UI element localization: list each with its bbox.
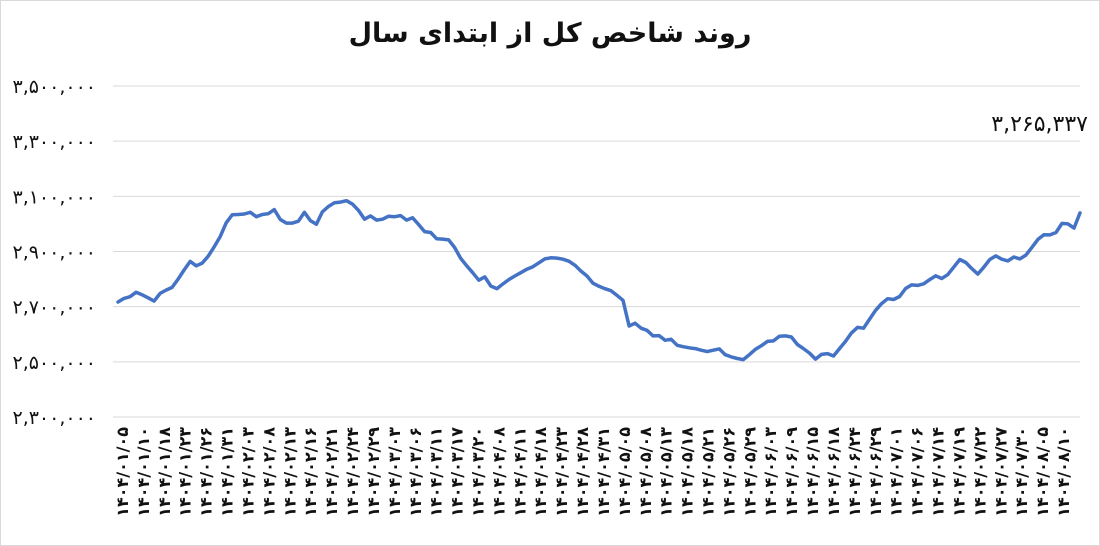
x-tick-label: ۱۴۰۴/۰۵/۲۱ <box>699 427 718 517</box>
x-tick-label: ۱۴۰۴/۰۶/۰۹ <box>782 427 801 517</box>
x-tick-label: ۱۴۰۴/۰۵/۱۸ <box>678 427 697 517</box>
x-tick-label: ۱۴۰۴/۰۱/۰۵ <box>113 427 132 517</box>
x-tick-label: ۱۴۰۴/۰۷/۲۷ <box>991 427 1010 517</box>
x-tick-label: ۱۴۰۴/۰۳/۲۰ <box>468 427 487 517</box>
x-tick-label: ۱۴۰۴/۰۶/۲۹ <box>866 427 885 517</box>
x-tick-label: ۱۴۰۴/۰۵/۰۵ <box>615 427 634 517</box>
x-tick-label: ۱۴۰۴/۰۱/۲۳ <box>176 427 195 517</box>
x-tick-label: ۱۴۰۴/۰۱/۳۱ <box>218 427 237 517</box>
x-tick-label: ۱۴۰۴/۰۵/۲۹ <box>740 427 759 517</box>
series-line <box>116 198 1082 362</box>
y-tick-label: ۳,۱۰۰,۰۰۰ <box>12 186 96 208</box>
x-tick-label: ۱۴۰۴/۰۲/۲۴ <box>343 427 362 517</box>
x-tick-label: ۱۴۰۴/۰۱/۲۶ <box>197 427 216 517</box>
x-tick-label: ۱۴۰۴/۰۴/۲۳ <box>552 427 571 517</box>
x-tick-label: ۱۴۰۴/۰۴/۰۸ <box>489 427 508 517</box>
x-tick-label: ۱۴۰۴/۰۷/۲۲ <box>970 427 989 517</box>
chart-title: روند شاخص کل از ابتدای سال <box>348 18 752 49</box>
x-tick-label: ۱۴۰۴/۰۷/۱۴ <box>929 427 948 517</box>
x-tick-label: ۱۴۰۴/۰۳/۰۳ <box>385 427 404 517</box>
x-tick-label: ۱۴۰۴/۰۱/۱۸ <box>155 427 174 517</box>
y-tick-label: ۳,۵۰۰,۰۰۰ <box>12 76 96 98</box>
x-tick-label: ۱۴۰۴/۰۲/۰۳ <box>238 427 257 517</box>
x-tick-label: ۱۴۰۴/۰۷/۱۹ <box>949 427 968 517</box>
x-tick-label: ۱۴۰۴/۰۷/۰۶ <box>908 427 927 517</box>
x-axis-tick-labels: ۱۴۰۴/۰۱/۰۵ ۱۴۰۴/۰۱/۱۰ ۱۴۰۴/۰۱/۱۸ ۱۴۰۴/۰۱/۲۳… <box>113 427 1073 517</box>
y-tick-label: ۲,۹۰۰,۰۰۰ <box>12 242 96 264</box>
data-labels: ۳,۲۶۵,۳۳۷ <box>991 112 1088 137</box>
x-tick-label: ۱۴۰۴/۰۵/۱۳ <box>657 427 676 517</box>
y-tick-label: ۲,۵۰۰,۰۰۰ <box>12 352 96 374</box>
y-tick-label: ۲,۳۰۰,۰۰۰ <box>12 407 96 429</box>
x-tick-label: ۱۴۰۴/۰۳/۱۷ <box>448 427 467 517</box>
last-value-label: ۳,۲۶۵,۳۳۷ <box>991 112 1088 137</box>
x-tick-label: ۱۴۰۴/۰۵/۲۶ <box>719 427 738 517</box>
y-tick-label: ۳,۳۰۰,۰۰۰ <box>12 131 96 153</box>
series-index <box>116 198 1082 362</box>
x-tick-label: ۱۴۰۴/۰۶/۱۵ <box>803 427 822 517</box>
x-tick-label: ۱۴۰۴/۰۲/۰۸ <box>259 427 278 517</box>
x-tick-label: ۱۴۰۴/۰۷/۳۰ <box>1012 427 1031 517</box>
gridlines <box>113 85 1080 418</box>
x-tick-label: ۱۴۰۴/۰۲/۲۱ <box>322 427 341 517</box>
x-tick-label: ۱۴۰۴/۰۳/۰۶ <box>406 427 425 517</box>
x-tick-label: ۱۴۰۴/۰۲/۱۶ <box>301 427 320 517</box>
y-axis-tick-labels: ۲,۳۰۰,۰۰۰ ۲,۵۰۰,۰۰۰ ۲,۷۰۰,۰۰۰ ۲,۹۰۰,۰۰۰ ۳,۱۰… <box>12 76 96 429</box>
x-tick-label: ۱۴۰۴/۰۴/۳۱ <box>594 427 613 517</box>
x-tick-label: ۱۴۰۴/۰۱/۱۰ <box>134 427 153 517</box>
x-tick-label: ۱۴۰۴/۰۷/۰۱ <box>887 427 906 517</box>
x-tick-label: ۱۴۰۴/۰۸/۱۰ <box>1054 427 1073 517</box>
x-tick-label: ۱۴۰۴/۰۸/۰۵ <box>1033 427 1052 517</box>
x-tick-label: ۱۴۰۴/۰۲/۲۹ <box>364 427 383 517</box>
y-tick-label: ۲,۷۰۰,۰۰۰ <box>12 297 96 319</box>
x-tick-label: ۱۴۰۴/۰۶/۲۴ <box>845 427 864 517</box>
x-tick-label: ۱۴۰۴/۰۵/۰۸ <box>636 427 655 517</box>
x-tick-label: ۱۴۰۴/۰۲/۱۳ <box>280 427 299 517</box>
x-tick-label: ۱۴۰۴/۰۳/۱۱ <box>427 427 446 517</box>
x-tick-label: ۱۴۰۴/۰۶/۰۳ <box>761 427 780 517</box>
x-tick-label: ۱۴۰۴/۰۴/۱۱ <box>510 427 529 517</box>
x-tick-label: ۱۴۰۴/۰۴/۱۸ <box>531 427 550 517</box>
x-tick-label: ۱۴۰۴/۰۶/۱۸ <box>824 427 843 517</box>
x-tick-label: ۱۴۰۴/۰۴/۲۸ <box>573 427 592 517</box>
